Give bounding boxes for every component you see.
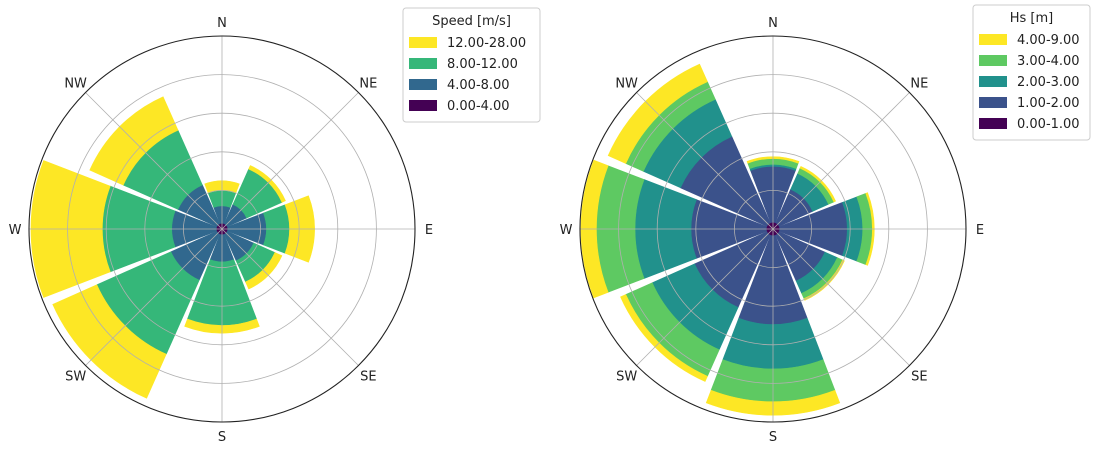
direction-label-e: E xyxy=(425,223,433,238)
legend-box xyxy=(402,7,541,123)
legend-swatch xyxy=(979,76,1007,87)
speed-windrose: N NE E SE S SW W NW Speed [m/s] 12.00-28.00 8.00-1… xyxy=(9,7,541,445)
bar-sw-bin-4 xyxy=(620,294,708,382)
bar-ne-bin-4 xyxy=(799,166,836,203)
legend-label: 3.00-4.00 xyxy=(1017,54,1080,69)
direction-label-n: N xyxy=(768,16,778,31)
legend-swatch xyxy=(979,55,1007,66)
direction-label-w: W xyxy=(560,223,573,238)
direction-label-nw: NW xyxy=(64,77,87,92)
polar-grid xyxy=(580,36,966,422)
grid-spoke-sw xyxy=(636,228,774,366)
grid-spoke-se xyxy=(221,228,359,366)
direction-label-nw: NW xyxy=(615,77,638,92)
legend-swatch xyxy=(979,34,1007,45)
grid-spoke-ne xyxy=(772,92,910,230)
direction-label-s: S xyxy=(769,430,777,445)
wave-height-windrose: N NE E SE S SW W NW Hs [m] 4.00-9.00 3.00-4.00 2.00… xyxy=(560,4,1091,445)
direction-label-s: S xyxy=(218,430,226,445)
grid-spoke-ne xyxy=(221,92,359,230)
grid-spoke-sw xyxy=(85,228,223,366)
legend-title: Speed [m/s] xyxy=(432,14,511,29)
legend-swatch xyxy=(409,58,437,69)
legend-swatch xyxy=(409,37,437,48)
legend: Speed [m/s] 12.00-28.00 8.00-12.00 4.00-8.0… xyxy=(402,7,541,123)
polar-frame xyxy=(579,35,967,423)
legend-label: 4.00-8.00 xyxy=(447,78,510,93)
legend-label: 0.00-1.00 xyxy=(1017,117,1080,132)
legend-label: 1.00-2.00 xyxy=(1017,96,1080,111)
grid-spoke-se xyxy=(772,228,910,366)
legend-title: Hs [m] xyxy=(1010,11,1054,26)
legend: Hs [m] 4.00-9.00 3.00-4.00 2.00-3.00 1.00-2.… xyxy=(972,4,1091,141)
direction-label-e: E xyxy=(976,223,984,238)
legend-swatch xyxy=(979,118,1007,129)
bar-e-bin-4 xyxy=(865,192,875,266)
bar-n-bin-4 xyxy=(746,156,800,164)
legend-label: 8.00-12.00 xyxy=(447,57,518,72)
polar-grid xyxy=(29,36,415,422)
direction-label-w: W xyxy=(9,223,22,238)
grid-spoke-nw xyxy=(85,92,223,230)
legend-swatch xyxy=(409,79,437,90)
legend-label: 12.00-28.00 xyxy=(447,36,526,51)
grid-spoke-nw xyxy=(636,92,774,230)
bar-ne-bin-3 xyxy=(248,165,286,203)
direction-label-se: SE xyxy=(360,369,376,384)
direction-label-n: N xyxy=(217,16,227,31)
direction-label-sw: SW xyxy=(616,369,637,384)
direction-label-ne: NE xyxy=(359,77,377,92)
bar-se-bin-4 xyxy=(803,259,845,301)
direction-label-sw: SW xyxy=(65,369,86,384)
legend-label: 0.00-4.00 xyxy=(447,99,510,114)
direction-label-ne: NE xyxy=(910,77,928,92)
legend-swatch xyxy=(409,100,437,111)
legend-label: 4.00-9.00 xyxy=(1017,33,1080,48)
legend-swatch xyxy=(979,97,1007,108)
polar-frame xyxy=(28,35,416,423)
direction-label-se: SE xyxy=(911,369,927,384)
legend-label: 2.00-3.00 xyxy=(1017,75,1080,90)
